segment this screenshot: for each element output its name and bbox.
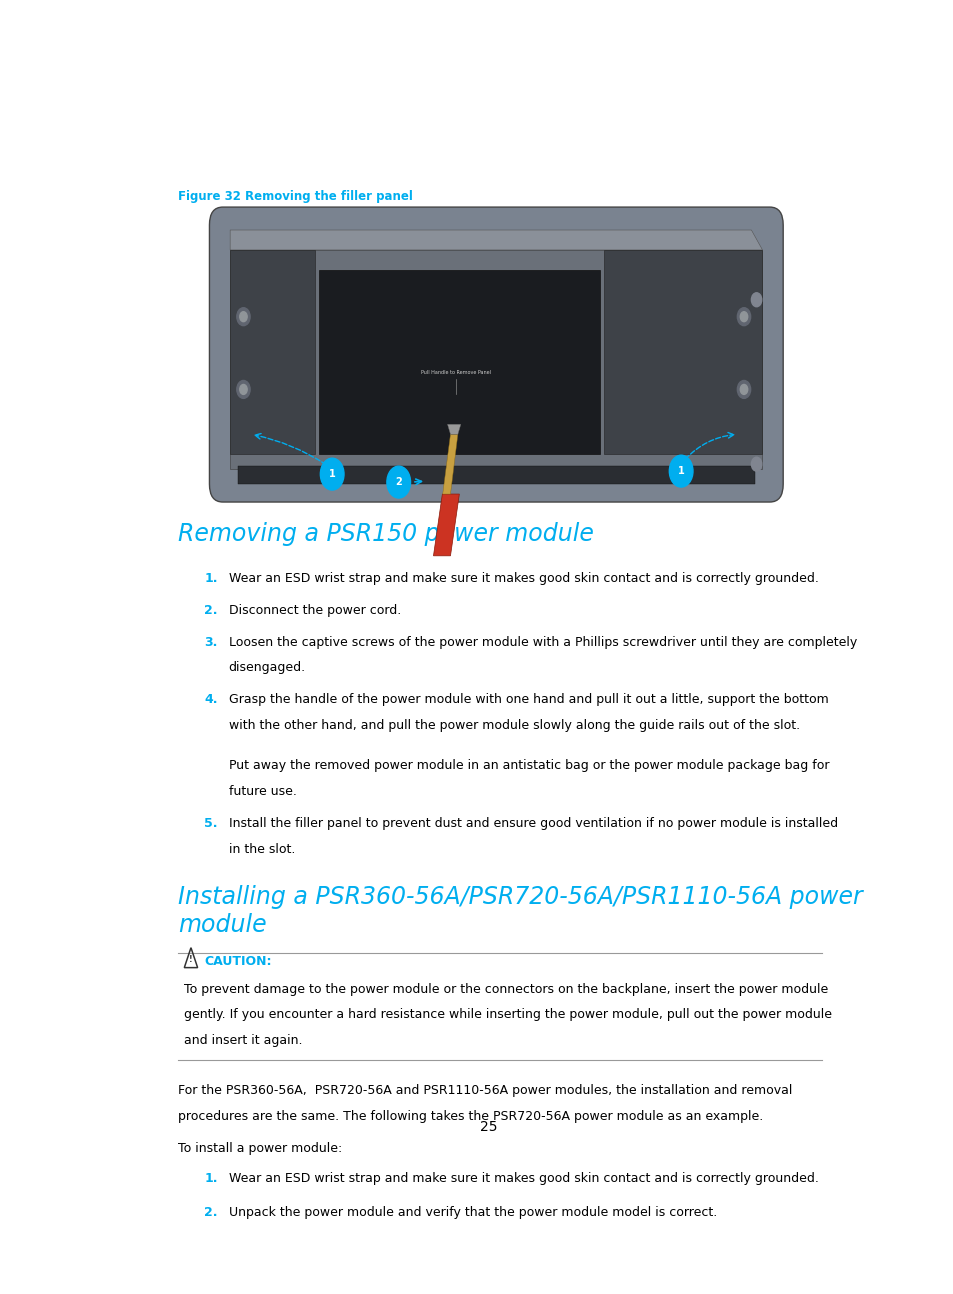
Text: To install a power module:: To install a power module: bbox=[178, 1143, 342, 1156]
Text: 5.: 5. bbox=[204, 818, 217, 831]
Text: 1.: 1. bbox=[204, 572, 217, 585]
Text: with the other hand, and pull the power module slowly along the guide rails out : with the other hand, and pull the power … bbox=[229, 719, 799, 732]
Text: 2: 2 bbox=[395, 477, 401, 487]
Text: CAUTION:: CAUTION: bbox=[204, 955, 272, 968]
Circle shape bbox=[239, 384, 247, 395]
Text: Wear an ESD wrist strap and make sure it makes good skin contact and is correctl: Wear an ESD wrist strap and make sure it… bbox=[229, 572, 818, 585]
Polygon shape bbox=[603, 250, 761, 454]
Circle shape bbox=[737, 380, 750, 399]
Circle shape bbox=[320, 458, 344, 490]
Text: Wear an ESD wrist strap and make sure it makes good skin contact and is correctl: Wear an ESD wrist strap and make sure it… bbox=[229, 1172, 818, 1185]
Text: Unpack the power module and verify that the power module model is correct.: Unpack the power module and verify that … bbox=[229, 1206, 716, 1219]
Text: Loosen the captive screws of the power module with a Phillips screwdriver until : Loosen the captive screws of the power m… bbox=[229, 635, 856, 648]
Text: To prevent damage to the power module or the connectors on the backplane, insert: To prevent damage to the power module or… bbox=[184, 982, 828, 995]
Text: 2.: 2. bbox=[204, 603, 217, 617]
Circle shape bbox=[669, 455, 692, 487]
Polygon shape bbox=[433, 494, 459, 556]
Circle shape bbox=[737, 308, 750, 326]
Circle shape bbox=[751, 292, 760, 307]
Circle shape bbox=[239, 312, 247, 322]
Text: future use.: future use. bbox=[229, 785, 296, 798]
Text: For the PSR360-56A,  PSR720-56A and PSR1110-56A power modules, the installation : For the PSR360-56A, PSR720-56A and PSR11… bbox=[178, 1084, 792, 1097]
Text: 3.: 3. bbox=[204, 635, 217, 648]
Polygon shape bbox=[237, 466, 755, 484]
FancyBboxPatch shape bbox=[210, 207, 782, 502]
Polygon shape bbox=[318, 270, 599, 454]
Polygon shape bbox=[230, 250, 314, 454]
Text: gently. If you encounter a hard resistance while inserting the power module, pul: gently. If you encounter a hard resistan… bbox=[184, 1008, 831, 1021]
Circle shape bbox=[387, 466, 410, 498]
Polygon shape bbox=[230, 250, 761, 470]
Text: 1: 1 bbox=[677, 466, 684, 476]
Text: disengaged.: disengaged. bbox=[229, 661, 306, 674]
Polygon shape bbox=[230, 230, 761, 250]
Circle shape bbox=[236, 308, 250, 326]
Text: Install the filler panel to prevent dust and ensure good ventilation if no power: Install the filler panel to prevent dust… bbox=[229, 818, 837, 831]
Polygon shape bbox=[442, 435, 457, 494]
Text: Removing a PSR150 power module: Removing a PSR150 power module bbox=[178, 521, 594, 546]
Text: Disconnect the power cord.: Disconnect the power cord. bbox=[229, 603, 400, 617]
Circle shape bbox=[751, 457, 760, 471]
Text: Put away the removed power module in an antistatic bag or the power module packa: Put away the removed power module in an … bbox=[229, 760, 828, 773]
Text: and insert it again.: and insert it again. bbox=[184, 1034, 302, 1047]
Text: procedures are the same. The following takes the PSR720-56A power module as an e: procedures are the same. The following t… bbox=[178, 1110, 762, 1123]
Circle shape bbox=[740, 312, 747, 322]
Text: 4.: 4. bbox=[204, 694, 217, 707]
Text: Installing a PSR360-56A/PSR720-56A/PSR1110-56A power
module: Installing a PSR360-56A/PSR720-56A/PSR11… bbox=[178, 885, 862, 937]
Text: !: ! bbox=[189, 955, 193, 964]
Text: 1.: 1. bbox=[204, 1172, 217, 1185]
Circle shape bbox=[236, 380, 250, 399]
Polygon shape bbox=[447, 424, 460, 435]
Text: in the slot.: in the slot. bbox=[229, 844, 294, 857]
Text: Pull Handle to Remove Panel: Pull Handle to Remove Panel bbox=[420, 370, 490, 375]
Text: Grasp the handle of the power module with one hand and pull it out a little, sup: Grasp the handle of the power module wit… bbox=[229, 694, 827, 707]
Text: Figure 32 Removing the filler panel: Figure 32 Removing the filler panel bbox=[178, 190, 413, 203]
Text: 1: 1 bbox=[329, 470, 335, 479]
Text: 2.: 2. bbox=[204, 1206, 217, 1219]
Text: 25: 25 bbox=[479, 1119, 497, 1134]
Circle shape bbox=[740, 384, 747, 395]
